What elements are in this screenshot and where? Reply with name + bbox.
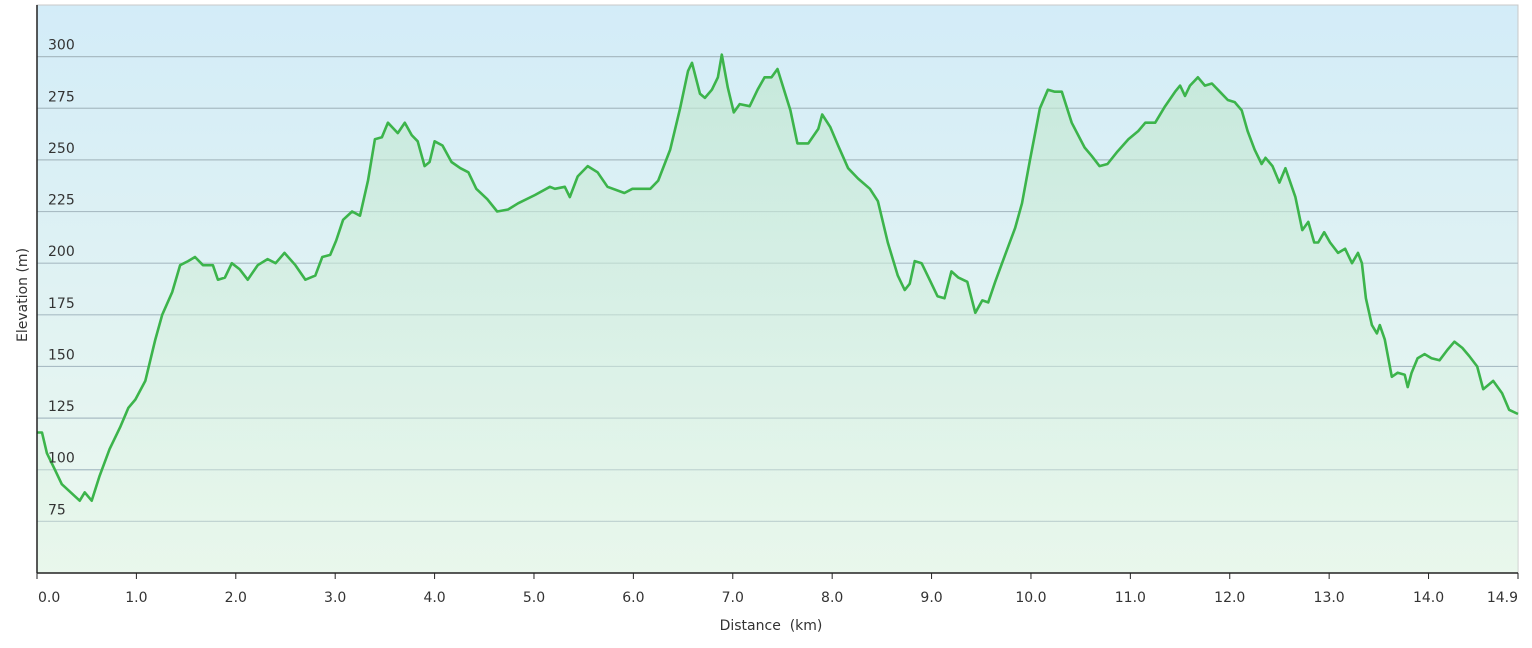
marks	[37, 53, 1519, 574]
x-tick-label: 3.0	[324, 590, 346, 606]
y-tick-label: 125	[48, 399, 75, 415]
x-axis-title: Distance (km)	[720, 618, 823, 634]
x-tick-label: 2.0	[225, 590, 247, 606]
y-tick-label: 300	[48, 38, 75, 54]
x-tick-label: 12.0	[1214, 590, 1245, 606]
x-tick-label: 5.0	[523, 590, 545, 606]
x-tick-label: 6.0	[622, 590, 644, 606]
x-tick-label: 13.0	[1314, 590, 1345, 606]
x-tick-label: 8.0	[821, 590, 843, 606]
x-tick-label: 0.0	[38, 590, 60, 606]
x-tick-label: 11.0	[1115, 590, 1146, 606]
y-axis-title: Elevation (m)	[15, 248, 31, 342]
elevation-line	[37, 53, 1519, 502]
elevation-area	[37, 54, 1518, 574]
x-tick-label: 10.0	[1015, 590, 1046, 606]
labels: 75 100 125 150 175 200 225 250 275 300 0.0 1.0 2.0 3.…	[38, 38, 1518, 606]
y-tick-label: 225	[48, 193, 75, 209]
y-tick-label: 75	[48, 502, 66, 518]
y-tick-label: 175	[48, 296, 75, 312]
x-tick-label: 7.0	[722, 590, 744, 606]
x-tick-label: 14.0	[1413, 590, 1444, 606]
y-tick-label: 250	[48, 141, 75, 157]
x-tick-label: 14.9	[1487, 590, 1518, 606]
y-tick-label: 150	[48, 347, 75, 363]
x-tick-label: 9.0	[920, 590, 942, 606]
x-tick-label: 4.0	[423, 590, 445, 606]
y-tick-label: 275	[48, 89, 75, 105]
y-tick-label: 100	[48, 451, 75, 467]
x-tick-label: 1.0	[125, 590, 147, 606]
y-tick-label: 200	[48, 244, 75, 260]
